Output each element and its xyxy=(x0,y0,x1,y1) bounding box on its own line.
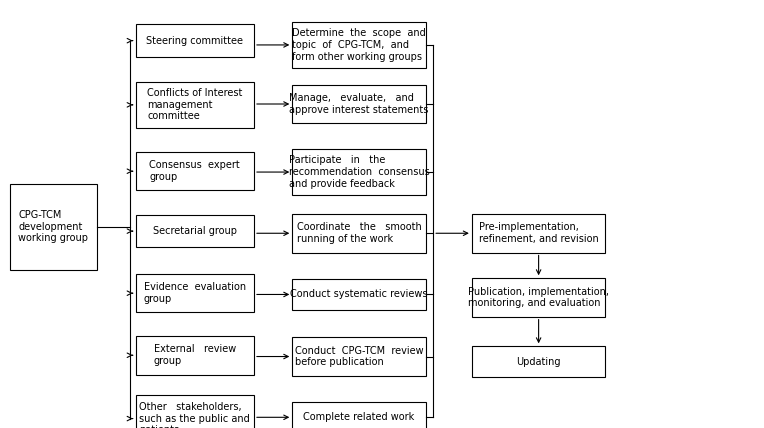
Text: Other   stakeholders,
such as the public and
patients: Other stakeholders, such as the public a… xyxy=(140,402,250,428)
FancyBboxPatch shape xyxy=(471,346,606,377)
Text: Pre-implementation,
refinement, and revision: Pre-implementation, refinement, and revi… xyxy=(479,223,598,244)
Text: Participate   in   the
recommendation  consensus
and provide feedback: Participate in the recommendation consen… xyxy=(289,155,429,189)
FancyBboxPatch shape xyxy=(292,337,426,376)
FancyBboxPatch shape xyxy=(136,215,254,247)
FancyBboxPatch shape xyxy=(471,214,606,253)
Text: Secretarial group: Secretarial group xyxy=(153,226,237,236)
FancyBboxPatch shape xyxy=(136,395,254,428)
FancyBboxPatch shape xyxy=(292,149,426,195)
Text: Steering committee: Steering committee xyxy=(147,36,243,46)
Text: Coordinate   the   smooth
running of the work: Coordinate the smooth running of the wor… xyxy=(296,223,422,244)
Text: Complete related work: Complete related work xyxy=(303,412,415,422)
FancyBboxPatch shape xyxy=(136,152,254,190)
Text: Updating: Updating xyxy=(516,357,561,367)
FancyBboxPatch shape xyxy=(136,24,254,57)
FancyBboxPatch shape xyxy=(292,85,426,123)
Text: CPG-TCM
development
working group: CPG-TCM development working group xyxy=(18,210,89,244)
Text: Conduct systematic reviews: Conduct systematic reviews xyxy=(290,289,428,300)
Text: Conflicts of Interest
management
committee: Conflicts of Interest management committ… xyxy=(147,88,242,122)
FancyBboxPatch shape xyxy=(136,274,254,312)
Text: Determine  the  scope  and
topic  of  CPG-TCM,  and
form other working groups: Determine the scope and topic of CPG-TCM… xyxy=(292,28,426,62)
FancyBboxPatch shape xyxy=(471,278,606,317)
FancyBboxPatch shape xyxy=(292,214,426,253)
Text: Evidence  evaluation
group: Evidence evaluation group xyxy=(144,282,246,304)
Text: Manage,   evaluate,   and
approve interest statements: Manage, evaluate, and approve interest s… xyxy=(290,93,429,115)
FancyBboxPatch shape xyxy=(292,22,426,68)
FancyBboxPatch shape xyxy=(292,402,426,428)
FancyBboxPatch shape xyxy=(136,82,254,128)
Text: Consensus  expert
group: Consensus expert group xyxy=(150,160,240,182)
Text: Publication, implementation,
monitoring, and evaluation: Publication, implementation, monitoring,… xyxy=(468,287,609,308)
Text: Conduct  CPG-TCM  review
before publication: Conduct CPG-TCM review before publicatio… xyxy=(295,346,423,367)
FancyBboxPatch shape xyxy=(136,336,254,374)
FancyBboxPatch shape xyxy=(10,184,98,270)
FancyBboxPatch shape xyxy=(292,279,426,310)
Text: External   review
group: External review group xyxy=(154,345,236,366)
